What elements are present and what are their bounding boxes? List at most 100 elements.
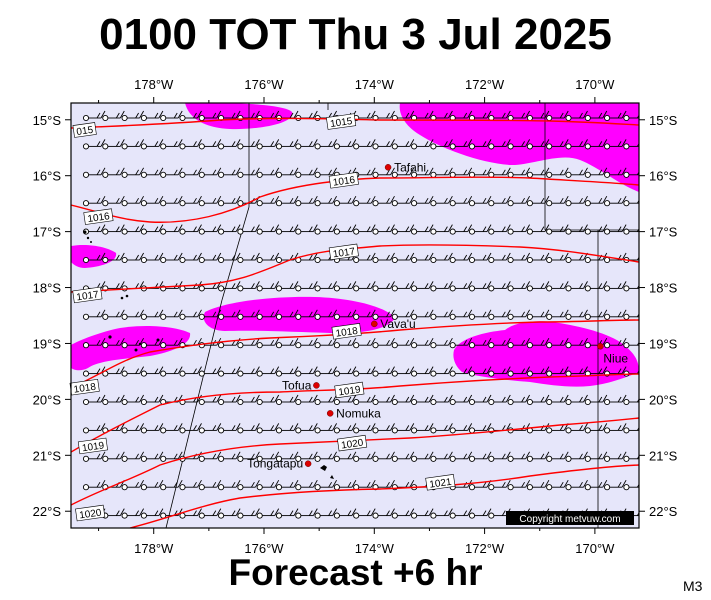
- wind-barb: [391, 508, 415, 519]
- wind-barb: [507, 394, 530, 406]
- wind-barb: [565, 167, 588, 178]
- wind-barb: [82, 139, 106, 150]
- wind-barb: [372, 167, 395, 178]
- wind-barb: [160, 195, 183, 207]
- wind-barb: [372, 281, 395, 292]
- isobar-label: 1016: [328, 172, 359, 189]
- lat-label-left: 22°S: [33, 504, 62, 519]
- chart-code: M3: [683, 578, 703, 594]
- wind-barb: [256, 337, 280, 349]
- wind-barb: [121, 139, 144, 150]
- wind-barb: [546, 224, 569, 235]
- wind-barb: [624, 537, 646, 547]
- wind-barb: [102, 309, 125, 320]
- wind-barb: [411, 281, 434, 292]
- wind-barb: [160, 366, 183, 377]
- wind-barb: [430, 394, 453, 406]
- wind-barb: [82, 394, 106, 406]
- wind-barb: [121, 366, 144, 377]
- lon-label-bottom: 172°W: [465, 541, 505, 556]
- wind-barb: [160, 139, 183, 150]
- wind-barb: [526, 281, 550, 292]
- wind-barb: [430, 508, 453, 519]
- wind-barb: [546, 394, 569, 406]
- svg-text:Tongatapu: Tongatapu: [247, 457, 303, 471]
- wind-barb: [643, 310, 665, 320]
- lon-label-top: 178°W: [134, 77, 174, 92]
- wind-barb: [507, 139, 530, 150]
- wind-barb: [160, 479, 183, 491]
- isobar-label: 1018: [69, 378, 100, 396]
- wind-barb: [160, 423, 183, 434]
- svg-text:1016: 1016: [332, 175, 356, 189]
- wind-barb: [411, 451, 434, 462]
- wind-barb: [121, 508, 144, 519]
- isobar-label: 1021: [425, 474, 456, 491]
- map-axes: 178°W 178°W 176°W 176°W 174°W 174°W 172°W 172°W…: [33, 77, 678, 556]
- wind-barb: [507, 337, 530, 349]
- wind-barb: [140, 195, 164, 207]
- wind-barb: [584, 195, 608, 207]
- wind-barb: [160, 167, 183, 178]
- wind-barb: [198, 195, 222, 207]
- wind-barb: [565, 139, 588, 150]
- wind-barb: [140, 423, 164, 434]
- wind-barb: [391, 394, 415, 406]
- wind-barb: [643, 253, 665, 263]
- wind-barb: [295, 309, 318, 320]
- wind-barb: [565, 110, 588, 122]
- wind-barb: [391, 337, 415, 349]
- wind-barb: [372, 394, 395, 406]
- wind-barb: [198, 309, 222, 320]
- wind-barb: [256, 167, 280, 178]
- wind-barb: [256, 423, 280, 434]
- wind-barb: [507, 195, 530, 207]
- wind-barb: [449, 110, 473, 122]
- wind-barb: [584, 309, 608, 320]
- wind-barb: [140, 479, 164, 491]
- svg-text:015: 015: [76, 125, 94, 138]
- place-tofua: Tofua: [282, 378, 320, 392]
- wind-barb: [430, 139, 453, 150]
- lat-label-right: 17°S: [649, 225, 678, 240]
- lon-label-top: 174°W: [355, 77, 395, 92]
- wind-barb: [314, 195, 337, 207]
- wind-barb: [604, 110, 627, 122]
- wind-barb: [526, 139, 550, 150]
- wind-barb: [103, 537, 125, 547]
- svg-text:1021: 1021: [429, 477, 453, 491]
- wind-barb: [140, 110, 164, 122]
- wind-barb: [391, 110, 415, 122]
- wind-barb: [295, 479, 318, 491]
- wind-barb: [391, 195, 415, 207]
- wind-barb: [546, 195, 569, 207]
- wind-barb: [604, 224, 627, 235]
- wind-barb: [102, 110, 125, 122]
- svg-text:1017: 1017: [332, 246, 356, 260]
- wind-barb: [526, 337, 550, 349]
- wind-barb: [353, 139, 376, 150]
- lat-label-right: 18°S: [649, 281, 678, 296]
- wind-barb: [449, 423, 473, 434]
- wind-barb: [526, 451, 550, 462]
- lon-label-top: 170°W: [575, 77, 615, 92]
- place-tafahi: Tafahi: [384, 160, 426, 174]
- wind-barb: [295, 394, 318, 406]
- wind-barb: [372, 139, 395, 150]
- wind-barb: [584, 110, 608, 122]
- wind-barb: [237, 366, 260, 377]
- isobar-label: 015: [72, 122, 97, 138]
- wind-barb: [546, 337, 569, 349]
- wind-barb: [82, 167, 106, 178]
- wind-barb: [140, 394, 164, 406]
- wind-barb: [643, 480, 665, 490]
- wind-barb: [198, 451, 222, 462]
- wind-barb: [391, 252, 415, 264]
- wind-barb: [372, 366, 395, 377]
- wind-barb: [295, 423, 318, 434]
- wind-barb: [449, 508, 473, 519]
- lat-label-left: 18°S: [33, 281, 62, 296]
- wind-barb: [333, 224, 357, 235]
- wind-barb: [449, 139, 473, 150]
- svg-text:1018: 1018: [73, 382, 97, 396]
